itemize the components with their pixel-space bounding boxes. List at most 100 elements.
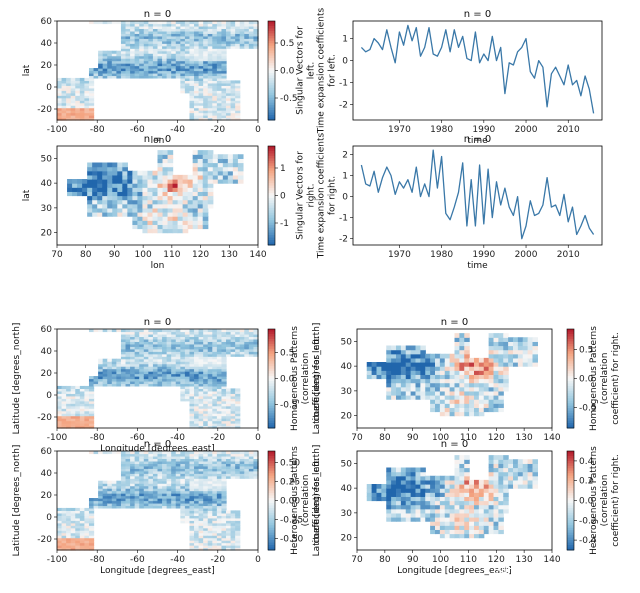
heatmap-cell [180,460,186,464]
heatmap-cell [130,495,136,499]
heatmap-cell [171,63,177,67]
heatmap-cell [198,415,204,419]
heatmap-cell [532,459,538,464]
heatmap-cell [222,179,229,184]
heatmap-cell [143,488,149,492]
heatmap-cell [226,413,232,417]
heatmap-cell [148,353,154,357]
heatmap-cell [152,478,159,482]
heatmap-cell [66,388,72,392]
heatmap-cell [88,383,95,387]
heatmap-cell [248,21,255,25]
heatmap-cell [130,356,136,360]
heatmap-cell [439,386,446,392]
heatmap-cell [57,385,63,389]
heatmap-cell [162,48,168,52]
heatmap-cell [189,490,195,494]
colorbar-tick-label: -0.25 [280,516,303,526]
heatmap-cell [152,495,159,499]
heatmap-cell [212,378,218,382]
heatmap-cell [98,368,104,372]
heatmap-cell [116,329,122,333]
heatmap-cell [102,21,108,25]
x-tick-label: 140 [249,250,266,260]
heatmap-cell [454,533,460,539]
heatmap-cell [216,488,223,492]
heatmap-cell [120,453,127,457]
heatmap-cell [57,90,63,94]
heatmap-cell [216,329,223,333]
heatmap-cell [184,373,191,377]
heatmap-cell [221,95,227,99]
heatmap-cell [425,484,431,489]
heatmap-cell [221,485,227,489]
heatmap-cell [134,70,140,74]
heatmap-cell [430,525,436,530]
heatmap-cell [226,97,232,101]
colorbar-segment [268,366,275,370]
heatmap-cell [221,21,227,25]
heatmap-cell [203,77,209,81]
heatmap-cell [498,484,504,489]
heatmap-cell [221,38,227,42]
heatmap-cell [143,38,149,42]
heatmap-cell [425,374,431,380]
heatmap-cell [198,495,204,499]
heatmap-cell [239,463,245,467]
heatmap-cell [98,493,104,497]
heatmap-cell [248,25,255,30]
heatmap-cell [166,356,172,360]
heatmap-cell [469,492,475,497]
heatmap-cell [239,458,245,462]
heatmap-cell [130,361,136,365]
heatmap-cell [125,63,131,67]
heatmap-cell [230,527,236,531]
heatmap-cell [212,343,218,347]
colorbar-segment [567,405,574,409]
heatmap-cell [84,540,90,544]
heatmap-cell [192,203,199,209]
heatmap-cell [464,459,470,464]
heatmap-cell [61,398,67,402]
colorbar-segment [567,465,574,469]
heatmap-cell [198,400,204,404]
heatmap-cell [143,35,149,39]
heatmap-cell [152,493,159,497]
heatmap-cell [235,542,241,546]
heatmap-cell [212,72,218,77]
heatmap-cell [239,38,245,42]
heatmap-cell [79,92,86,96]
heatmap-cell [172,199,179,205]
heatmap-cell [139,38,145,42]
heatmap-cell [152,333,159,338]
heatmap-cell [248,45,255,49]
heatmap-cell [143,68,149,72]
heatmap-cell [493,492,499,497]
heatmap-cell [198,35,204,39]
heatmap-cell [216,346,223,350]
heatmap-cell [221,346,227,350]
colorbar-segment [567,527,574,531]
heatmap-cell [216,537,223,541]
heatmap-cell [366,366,373,371]
heatmap-cell [88,505,95,509]
heatmap-cell [198,512,204,516]
heatmap-cell [371,366,378,371]
heatmap-cell [70,418,76,422]
heatmap-cell [207,480,213,484]
heatmap-cell [493,484,499,489]
heatmap-cell [198,390,204,394]
x-tick-label: 140 [543,433,560,443]
heatmap-cell [130,383,136,387]
heatmap-cell [444,403,451,408]
heatmap-cell [171,361,177,365]
heatmap-cell [203,70,209,74]
heatmap-cell [194,510,200,514]
heatmap-cell [498,500,504,506]
heatmap-cell [189,80,195,84]
heatmap-cell [248,329,255,333]
heatmap-cell [137,203,144,209]
heatmap-cell [134,53,140,57]
heatmap-cell [148,336,154,340]
heatmap-cell [221,425,227,429]
